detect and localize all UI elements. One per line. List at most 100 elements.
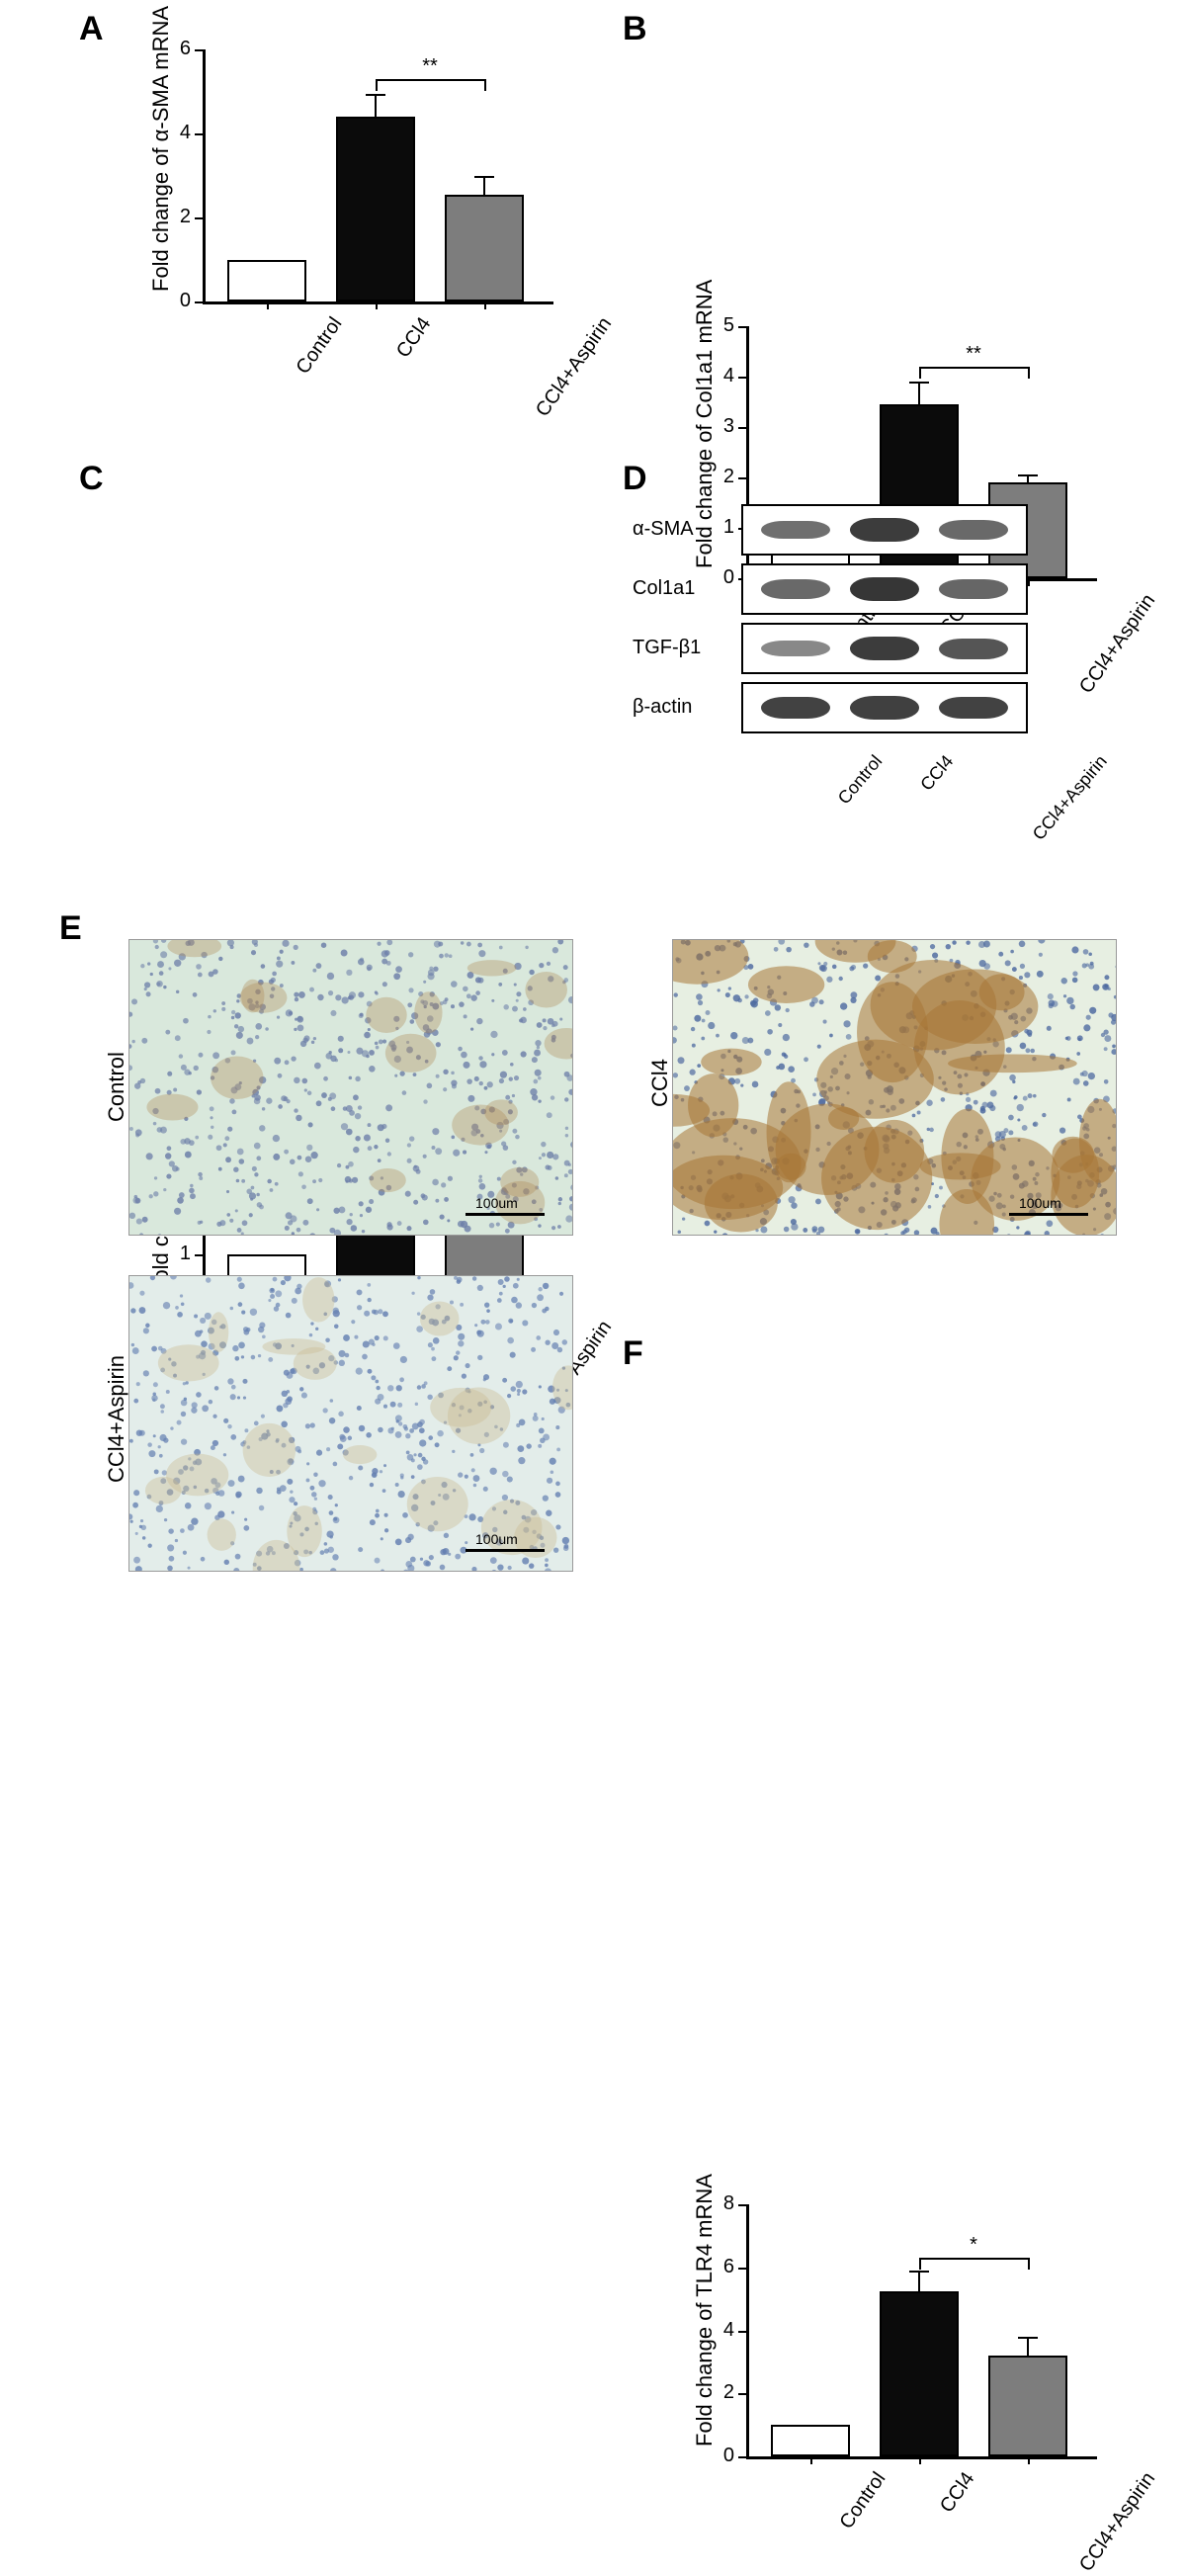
- error-bar: [375, 94, 377, 117]
- x-tick: [810, 2456, 812, 2464]
- x-axis: [746, 2456, 1097, 2459]
- blot-band: [850, 518, 919, 541]
- histology-image: 100um: [672, 939, 1117, 1236]
- scale-bar-label: 100um: [1019, 1195, 1061, 1211]
- y-tick: [738, 2456, 746, 2458]
- scale-bar-label: 100um: [475, 1195, 518, 1211]
- y-tick: [738, 2393, 746, 2395]
- blot-band: [761, 697, 830, 720]
- error-cap: [1018, 474, 1038, 476]
- histology-condition-label: CCl4+Aspirin: [104, 1355, 129, 1483]
- blot-band: [761, 641, 830, 656]
- chart-f: 02468Fold change of TLR4 mRNAControlCCl4…: [692, 2194, 1107, 2471]
- x-tick-label: CCl4+Aspirin: [1075, 2468, 1160, 2576]
- blot-band: [939, 639, 1008, 659]
- y-axis-label: Fold change of TLR4 mRNA: [692, 2174, 718, 2447]
- y-tick: [195, 301, 203, 303]
- blot-row-label: β-actin: [633, 696, 692, 719]
- y-tick: [738, 2268, 746, 2270]
- x-tick-label: CCl4: [936, 2468, 979, 2518]
- bar: [880, 2291, 959, 2456]
- scale-bar: [466, 1549, 545, 1552]
- histology-image: 100um: [128, 1275, 573, 1572]
- histology-svg: [129, 940, 573, 1236]
- error-cap: [909, 382, 929, 384]
- bar: [336, 117, 415, 301]
- error-bar: [483, 176, 485, 195]
- significance-bracket-drop: [919, 2258, 921, 2270]
- error-cap: [1018, 2337, 1038, 2339]
- significance-bracket-drop: [376, 79, 378, 91]
- y-tick: [738, 377, 746, 379]
- bar: [988, 2356, 1067, 2456]
- bar: [445, 195, 524, 301]
- x-tick: [919, 2456, 921, 2464]
- significance-bracket-drop: [1028, 367, 1030, 379]
- error-cap: [909, 2271, 929, 2273]
- y-tick-label: 0: [707, 2445, 734, 2467]
- blot-lane-label: Control: [834, 751, 887, 809]
- y-tick: [195, 217, 203, 219]
- significance-bracket: [919, 367, 1028, 369]
- bar: [227, 260, 306, 302]
- x-tick: [484, 301, 486, 309]
- histology-image: 100um: [128, 939, 573, 1236]
- blot-lane-label: CCl4: [916, 751, 958, 795]
- y-tick: [738, 477, 746, 479]
- scale-bar: [1009, 1213, 1088, 1216]
- y-tick: [738, 427, 746, 429]
- panel-label-d: D: [623, 460, 647, 498]
- histology-condition-label: CCl4: [647, 1059, 673, 1107]
- blot-band: [939, 520, 1008, 539]
- panel-label-a: A: [79, 10, 104, 48]
- x-axis: [203, 301, 553, 304]
- x-tick-label: CCl4+Aspirin: [532, 313, 617, 421]
- blot-band: [761, 521, 830, 540]
- significance-bracket: [919, 2258, 1028, 2260]
- significance-label: **: [959, 343, 988, 366]
- blot-band: [850, 577, 919, 601]
- error-bar: [918, 2271, 920, 2291]
- significance-bracket-drop: [1028, 2258, 1030, 2270]
- error-bar: [1027, 2337, 1029, 2356]
- histology-condition-label: Control: [104, 1052, 129, 1122]
- blot-band: [939, 697, 1008, 720]
- panel-label-b: B: [623, 10, 647, 48]
- x-tick: [1028, 2456, 1030, 2464]
- error-bar: [918, 382, 920, 404]
- histology-svg: [673, 940, 1117, 1236]
- scale-bar-label: 100um: [475, 1531, 518, 1547]
- y-tick: [738, 326, 746, 328]
- blot-band: [850, 637, 919, 659]
- significance-bracket: [376, 79, 484, 81]
- blot-band: [850, 696, 919, 719]
- significance-bracket-drop: [484, 79, 486, 91]
- y-axis: [746, 2204, 749, 2456]
- blot-row-label: α-SMA: [633, 518, 694, 541]
- significance-label: **: [415, 55, 445, 78]
- bar: [771, 2425, 850, 2456]
- blot-band: [939, 579, 1008, 598]
- y-axis-label: Fold change of α-SMA mRNA: [148, 6, 174, 292]
- y-tick: [195, 49, 203, 51]
- scale-bar: [466, 1213, 545, 1216]
- y-tick: [195, 133, 203, 135]
- y-tick: [738, 2331, 746, 2333]
- significance-bracket-drop: [919, 367, 921, 379]
- x-tick: [267, 301, 269, 309]
- panel-label-c: C: [79, 460, 104, 498]
- blot-row-label: TGF-β1: [633, 637, 701, 659]
- western-blot-d: α-SMACol1a1TGF-β1β-actinControlCCl4CCl4+…: [633, 504, 1146, 830]
- blot-row-label: Col1a1: [633, 577, 695, 600]
- y-tick: [738, 2204, 746, 2206]
- chart-a: 0246Fold change of α-SMA mRNAControlCCl4…: [148, 40, 563, 316]
- significance-label: *: [959, 2234, 988, 2257]
- histology-e: 100um Control 100um CCl4 100um CCl4+Aspirin: [59, 939, 1146, 1651]
- x-tick: [376, 301, 378, 309]
- x-tick-label: Control: [292, 313, 347, 379]
- error-cap: [366, 94, 385, 96]
- blot-lane-label: CCl4+Aspirin: [1029, 751, 1112, 844]
- y-axis: [203, 49, 206, 301]
- y-tick-label: 0: [163, 290, 191, 312]
- histology-svg: [129, 1276, 573, 1572]
